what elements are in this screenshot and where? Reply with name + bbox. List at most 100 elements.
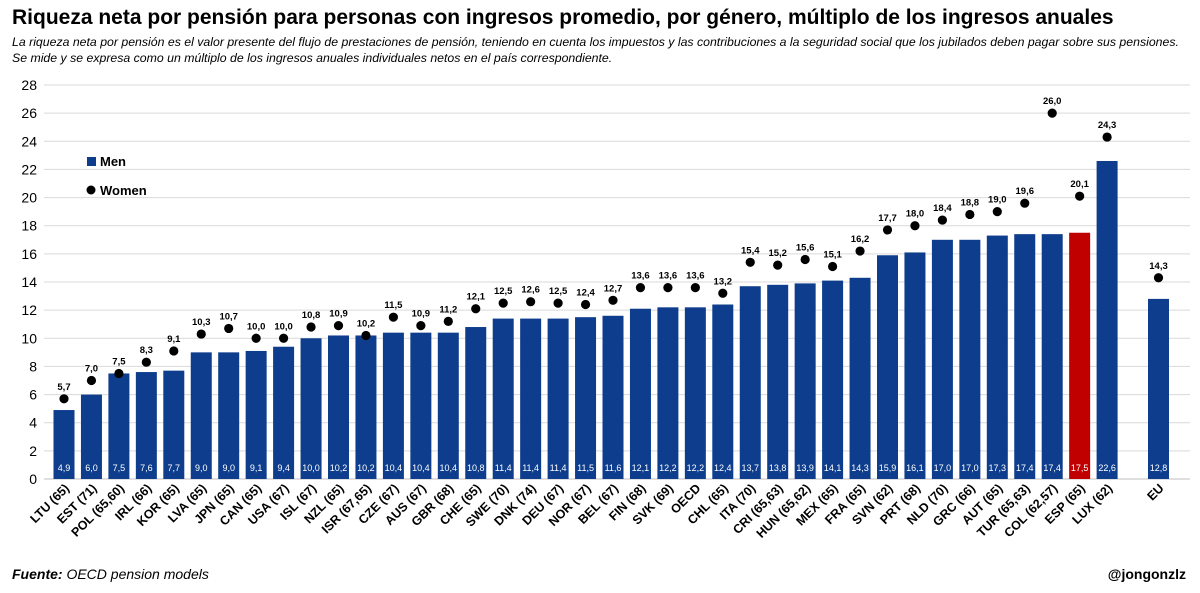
bar xyxy=(163,370,185,479)
bar-value-label: 12,1 xyxy=(632,463,650,473)
bar-value-label: 15,9 xyxy=(879,463,897,473)
bar xyxy=(1148,298,1169,479)
x-tick-label: EU xyxy=(1144,481,1166,503)
legend-label-women: Women xyxy=(100,183,147,198)
women-marker xyxy=(279,333,289,343)
women-marker xyxy=(114,368,124,379)
y-tick-label: 14 xyxy=(21,274,37,290)
bar xyxy=(739,286,761,479)
women-marker xyxy=(59,394,69,404)
women-value-label: 16,2 xyxy=(851,234,870,245)
women-value-label: 10,7 xyxy=(219,311,238,322)
women-value-label: 9,1 xyxy=(167,334,181,345)
women-value-label: 18,4 xyxy=(933,203,952,214)
bar-value-label: 17,4 xyxy=(1043,463,1061,473)
women-value-label: 10,0 xyxy=(247,321,266,332)
bar xyxy=(108,373,130,479)
bar xyxy=(190,352,212,479)
women-value-label: 12,4 xyxy=(576,288,595,299)
y-tick-label: 22 xyxy=(21,161,37,177)
bar xyxy=(712,304,734,479)
bar xyxy=(767,284,789,479)
y-tick-label: 0 xyxy=(29,471,37,487)
bar xyxy=(520,318,542,479)
women-value-label: 10,0 xyxy=(274,321,293,332)
y-tick-label: 6 xyxy=(29,387,37,403)
source-note: Fuente: OECD pension models xyxy=(12,566,209,582)
bar xyxy=(218,352,240,479)
bar-value-label: 16,1 xyxy=(906,463,924,473)
bar-value-label: 10,0 xyxy=(302,463,320,473)
bar-value-label: 17,0 xyxy=(961,463,979,473)
women-marker xyxy=(663,283,673,293)
bar xyxy=(547,318,569,479)
y-tick-label: 20 xyxy=(21,190,37,206)
women-value-label: 19,0 xyxy=(988,195,1007,206)
women-value-label: 13,6 xyxy=(631,271,650,282)
women-value-label: 20,1 xyxy=(1070,179,1089,190)
women-marker xyxy=(141,357,151,367)
bar xyxy=(135,372,157,479)
bar-value-label: 13,9 xyxy=(796,463,814,473)
women-value-label: 12,5 xyxy=(494,286,513,297)
women-value-label: 13,2 xyxy=(714,276,733,287)
women-marker xyxy=(1075,191,1085,201)
bar xyxy=(1041,234,1063,479)
bar-value-label: 9,0 xyxy=(195,463,208,473)
bar-value-label: 13,7 xyxy=(741,463,759,473)
women-value-label: 12,6 xyxy=(521,285,540,296)
women-value-label: 8,3 xyxy=(140,345,153,356)
women-marker xyxy=(553,298,563,308)
bar-value-label: 17,0 xyxy=(934,463,952,473)
women-value-label: 12,7 xyxy=(604,283,623,294)
women-marker xyxy=(828,261,838,272)
bar xyxy=(410,332,432,479)
women-value-label: 14,3 xyxy=(1149,261,1168,272)
women-marker xyxy=(526,297,536,307)
women-value-label: 10,9 xyxy=(329,309,348,320)
bar xyxy=(80,394,102,479)
women-marker xyxy=(800,254,810,265)
y-tick-label: 16 xyxy=(21,246,37,262)
women-marker xyxy=(745,257,755,267)
women-marker xyxy=(169,346,179,356)
bar-value-label: 14,1 xyxy=(824,463,842,473)
women-marker xyxy=(1020,198,1030,208)
bar xyxy=(1069,232,1091,479)
y-tick-label: 26 xyxy=(21,105,37,121)
women-value-label: 10,9 xyxy=(412,309,431,320)
women-value-label: 26,0 xyxy=(1043,96,1062,107)
bar-value-label: 7,5 xyxy=(113,463,126,473)
legend-swatch-men xyxy=(87,157,96,166)
bar-value-label: 17,4 xyxy=(1016,463,1034,473)
bar-value-label: 11,4 xyxy=(522,463,539,473)
bar-value-label: 10,4 xyxy=(440,463,458,473)
y-tick-label: 28 xyxy=(21,77,37,93)
bar-value-label: 12,4 xyxy=(714,463,732,473)
women-value-label: 19,6 xyxy=(1016,186,1035,197)
author-handle: @jongonzlz xyxy=(1107,566,1186,582)
bar-value-label: 10,2 xyxy=(330,463,348,473)
bar-value-label: 11,4 xyxy=(495,463,512,473)
women-value-label: 10,3 xyxy=(192,317,211,328)
bar xyxy=(657,307,679,479)
bar-value-label: 12,8 xyxy=(1150,463,1168,473)
bar-value-label: 17,3 xyxy=(989,463,1007,473)
women-marker xyxy=(196,329,206,339)
bar xyxy=(794,283,816,479)
bar-value-label: 6,0 xyxy=(85,463,98,473)
bar-value-label: 11,5 xyxy=(577,463,594,473)
bar-value-label: 14,3 xyxy=(851,463,869,473)
bar-value-label: 17,5 xyxy=(1071,463,1089,473)
women-value-label: 17,7 xyxy=(878,213,897,224)
bar xyxy=(931,239,953,479)
women-marker xyxy=(965,209,975,220)
women-marker xyxy=(937,215,948,225)
women-marker xyxy=(1102,132,1112,142)
bar xyxy=(273,346,295,479)
women-marker xyxy=(1047,108,1057,118)
bar xyxy=(245,350,267,479)
women-marker xyxy=(608,295,618,305)
bar xyxy=(465,327,487,479)
women-marker xyxy=(635,283,646,293)
